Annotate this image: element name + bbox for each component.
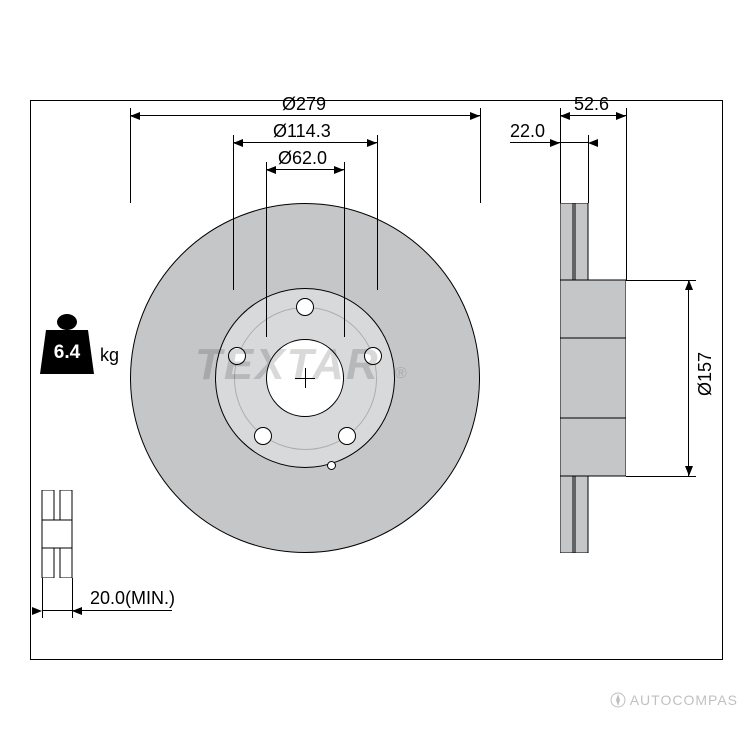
dim-arrow-hub: [266, 169, 344, 170]
ext-line: [626, 108, 627, 280]
watermark-text: AUTOCOMPAS: [630, 692, 738, 708]
dim-hub: Ø62.0: [278, 148, 327, 169]
ext-line: [266, 162, 267, 337]
ext-line: [42, 578, 43, 618]
dim-hub-od: Ø157: [695, 352, 716, 396]
dim-arrow-hub-od: [688, 280, 689, 476]
weight-unit: kg: [100, 345, 119, 366]
dim-arrow-depth: [560, 115, 626, 116]
dim-arrow-min: [42, 610, 72, 611]
brand-logo-r: ®: [395, 365, 407, 383]
watermark: AUTOCOMPAS: [610, 692, 738, 708]
pin-hole: [327, 461, 336, 470]
ext-line: [377, 135, 378, 290]
dim-thickness: 22.0: [510, 121, 545, 142]
dim-pcd: Ø114.3: [273, 121, 331, 142]
ext-line: [626, 476, 696, 477]
side-view: [560, 203, 626, 553]
section-icon: [38, 490, 80, 578]
ext-line: [344, 162, 345, 337]
dim-min-thickness: 20.0(MIN.): [90, 588, 175, 609]
bolt-hole: [296, 298, 314, 316]
ext-line: [72, 610, 172, 611]
ext-line: [480, 108, 481, 203]
ext-line: [233, 135, 234, 290]
ext-line: [130, 108, 131, 203]
ext-line: [560, 108, 561, 203]
bolt-hole: [338, 427, 356, 445]
bolt-hole: [254, 427, 272, 445]
weight-value: 6.4: [54, 342, 81, 363]
dim-arrow-outer: [130, 115, 480, 116]
compass-icon: [610, 692, 626, 708]
dim-depth: 52.6: [574, 94, 609, 115]
brand-logo: TEXTAR: [195, 340, 380, 390]
dim-arrow-thickness: [560, 142, 588, 143]
dim-arrow-pcd: [233, 142, 377, 143]
ext-line: [510, 142, 560, 143]
dim-outer-diameter: Ø279: [282, 94, 326, 115]
weight-icon: 6.4: [38, 312, 96, 376]
